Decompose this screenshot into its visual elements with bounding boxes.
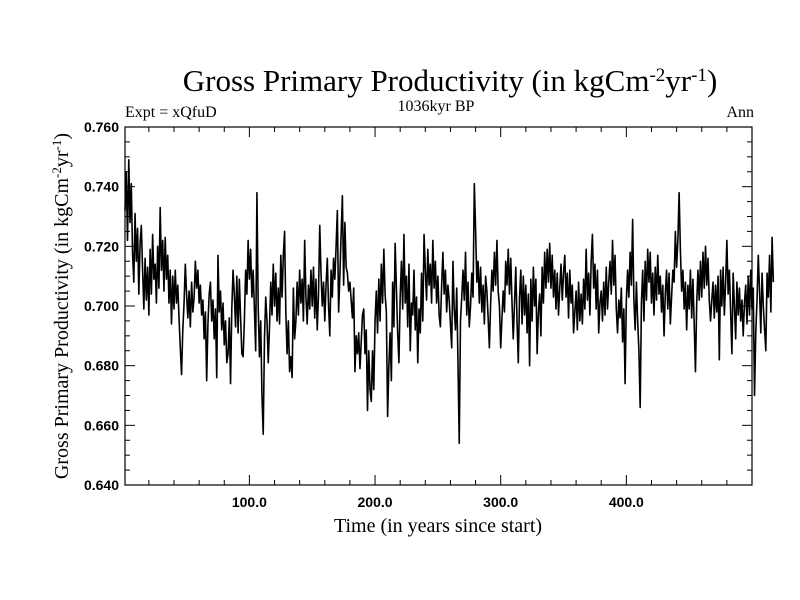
x-tick-label: 200.0 (358, 494, 393, 510)
gpp-series-line (124, 159, 775, 445)
y-axis-label: Gross Primary Productivity (in kgCm-2yr-… (49, 133, 74, 479)
y-tick-label: 0.660 (84, 417, 119, 433)
x-axis-label: Time (in years since start) (334, 515, 542, 537)
experiment-label: Expt = xQfuD (125, 104, 217, 121)
chart-title: Gross Primary Productivity (in kgCm-2yr-… (183, 63, 718, 98)
season-label: Ann (726, 104, 754, 121)
y-tick-labels: 0.640 0.660 0.680 0.700 0.720 0.740 0.760 (84, 119, 119, 493)
y-tick-label: 0.680 (84, 358, 119, 374)
y-tick-label: 0.640 (84, 477, 119, 493)
y-tick-label: 0.760 (84, 119, 119, 135)
y-tick-label: 0.720 (84, 238, 119, 254)
x-tick-label: 400.0 (609, 494, 644, 510)
y-tick-label: 0.740 (84, 179, 119, 195)
x-tick-label: 100.0 (232, 494, 267, 510)
y-tick-label: 0.700 (84, 298, 119, 314)
period-label: 1036kyr BP (398, 98, 475, 115)
x-tick-labels: 100.0 200.0 300.0 400.0 (232, 494, 644, 510)
x-tick-label: 300.0 (483, 494, 518, 510)
